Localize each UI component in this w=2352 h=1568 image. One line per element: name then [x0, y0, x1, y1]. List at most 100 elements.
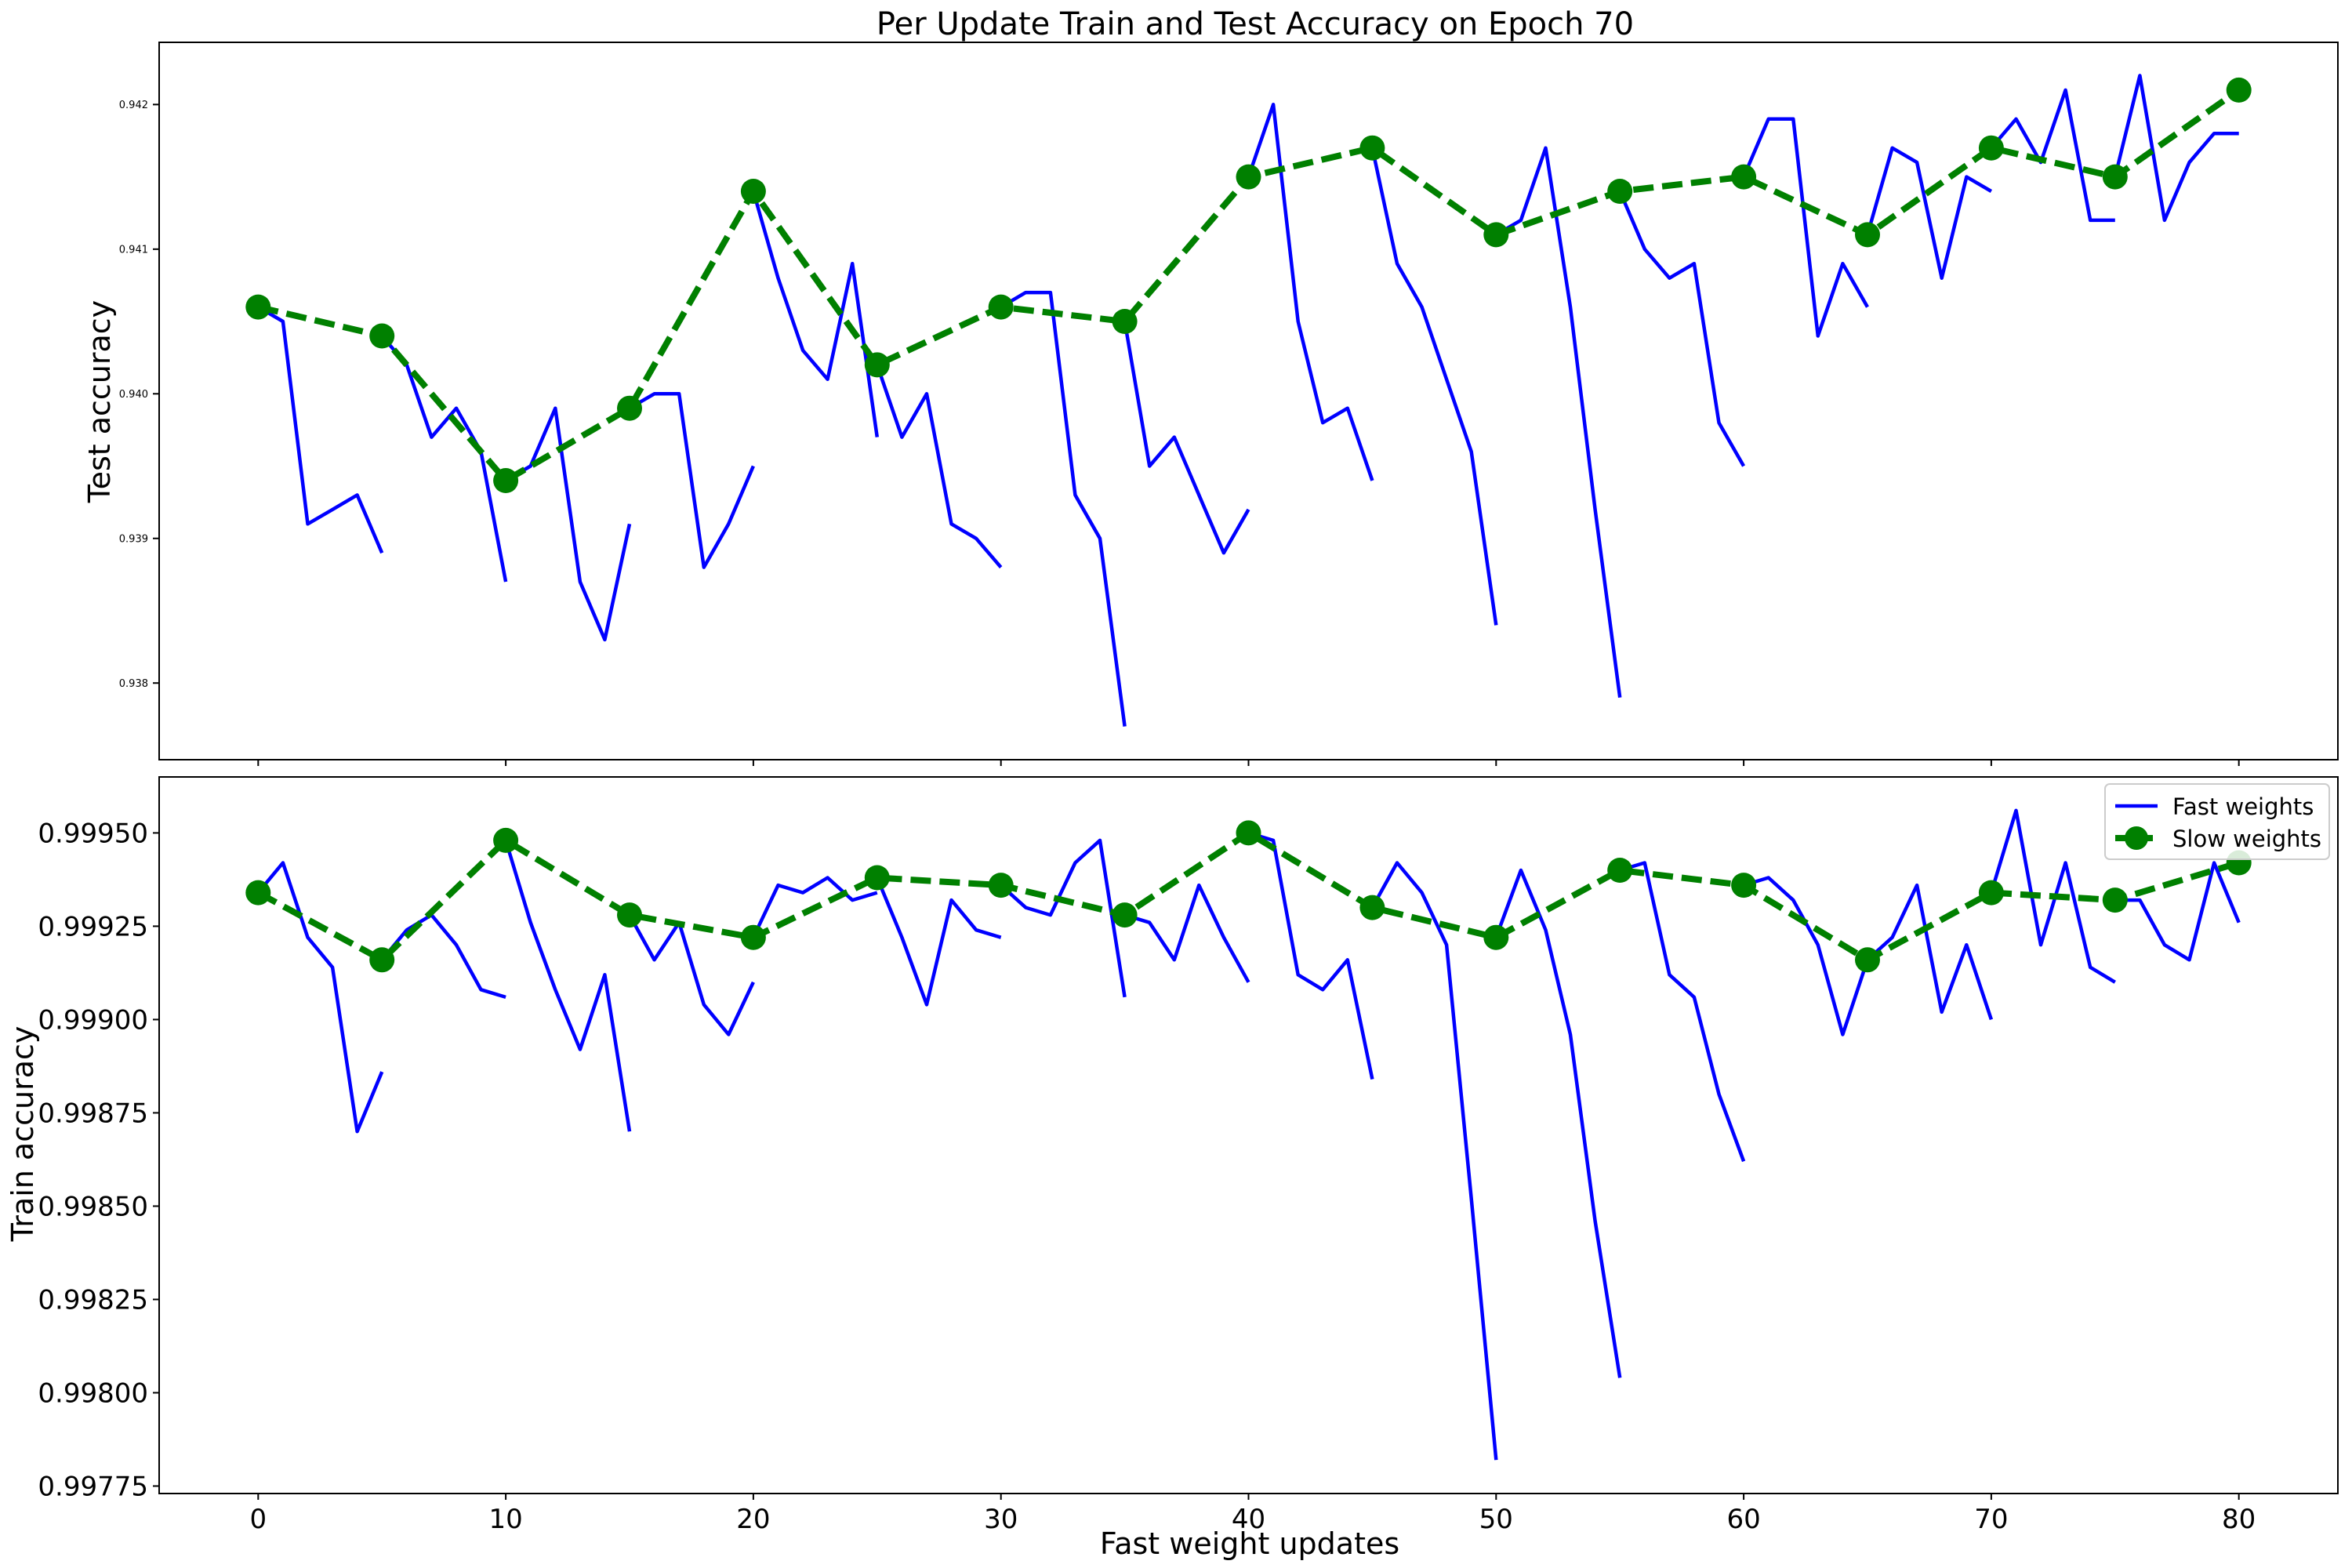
- slow-weights-point: [493, 827, 519, 853]
- train-y-tick-label: 0.99925: [38, 912, 148, 943]
- slow-weights-point: [1236, 820, 1261, 846]
- slow-weights-point: [1855, 222, 1880, 248]
- fast-weights-line-segment: [1742, 117, 1869, 338]
- chart-title: Per Update Train and Test Accuracy on Ep…: [877, 6, 1634, 42]
- slow-weights-point: [617, 395, 642, 421]
- slow-weights-point: [2226, 77, 2252, 103]
- slow-weights-point: [740, 924, 766, 950]
- fast-weights-line-segment: [875, 877, 1002, 1007]
- train-y-tick-label: 0.99800: [38, 1378, 148, 1410]
- fast-weights-line-segment: [2113, 74, 2239, 223]
- train-y-axis-label: Train accuracy: [5, 1026, 40, 1243]
- fast-weights-line-segment: [1123, 883, 1250, 983]
- train-y-tick-label: 0.99825: [38, 1285, 148, 1316]
- train-x-tick-label: 10: [488, 1504, 522, 1535]
- slow-weights-point: [864, 865, 890, 891]
- fast-weights-line-segment: [1370, 861, 1498, 1461]
- fast-weights-line-segment: [628, 392, 755, 569]
- slow-weights-point: [2102, 887, 2128, 913]
- slow-weights-point: [369, 947, 395, 973]
- fast-weights-line-segment: [504, 406, 632, 642]
- fast-weights-line-segment: [1990, 88, 2115, 223]
- fast-weights-line-segment: [1000, 838, 1127, 998]
- test-y-tick-label: 0.938: [119, 678, 148, 690]
- slow-weights-point: [1978, 880, 2004, 906]
- x-axis-label: Fast weight updates: [1100, 1526, 1399, 1561]
- slow-weights-point: [1731, 164, 1757, 190]
- legend-fast-weights-label: Fast weights: [2172, 793, 2314, 820]
- slow-weights-point: [1483, 222, 1509, 248]
- fast-weights-line-segment: [751, 191, 880, 437]
- train-y-tick-label: 0.99875: [38, 1098, 148, 1130]
- test-plot-area: [245, 74, 2252, 727]
- train-x-tick-label: 80: [2222, 1504, 2256, 1535]
- test-axes: 0.938 0.939 0.940 0.941 0.942: [119, 100, 2240, 766]
- slow-weights-point: [1112, 902, 1138, 928]
- slow-weights-point: [1359, 135, 1385, 161]
- fast-weights-line-segment: [751, 876, 878, 938]
- test-y-tick-label: 0.942: [119, 100, 148, 111]
- train-accuracy-panel: Train accuracy Fast weight updates 0.997…: [5, 776, 2339, 1561]
- fast-weights-line-segment: [1247, 103, 1374, 481]
- train-y-tick-label: 0.99850: [38, 1192, 148, 1223]
- train-x-tick-label: 20: [736, 1504, 770, 1535]
- fast-weights-line-segment: [2114, 861, 2241, 962]
- slow-weights-point: [1607, 858, 1633, 883]
- slow-weights-point: [1855, 947, 1880, 973]
- train-axes-frame: [158, 776, 2339, 1494]
- fast-weights-line-segment: [1247, 831, 1374, 1080]
- fast-weights-line-segment: [1866, 883, 1994, 1021]
- test-y-tick-label: 0.940: [119, 389, 148, 401]
- train-x-tick-label: 50: [1479, 1504, 1513, 1535]
- fast-weights-line-segment: [256, 861, 384, 1134]
- fast-weights-line-segment: [1370, 147, 1498, 626]
- slow-weights-point: [864, 352, 890, 378]
- train-x-tick-label: 0: [249, 1504, 267, 1535]
- slow-weights-point: [740, 179, 766, 204]
- fast-weights-line-segment: [1865, 146, 1993, 280]
- fast-weights-line-segment: [1989, 808, 2116, 984]
- train-axes: 0.99775 0.99800 0.99825 0.99850 0.99875 0.999…: [38, 818, 2256, 1535]
- test-axes-frame: [158, 42, 2339, 760]
- test-y-axis-label: Test accuracy: [82, 300, 117, 503]
- slow-weights-point: [245, 294, 271, 320]
- slow-weights-point: [988, 873, 1014, 898]
- slow-weights-point: [493, 468, 519, 493]
- test-accuracy-panel: Per Update Train and Test Accuracy on Ep…: [82, 6, 2339, 766]
- fast-weights-line-segment: [875, 364, 1003, 569]
- fast-weights-line-segment: [1000, 290, 1127, 727]
- slow-weights-point: [1236, 164, 1261, 190]
- slow-weights-point: [1607, 179, 1633, 204]
- train-x-tick-label: 70: [1974, 1504, 2008, 1535]
- slow-weights-point: [2102, 164, 2128, 190]
- fast-weights-line-segment: [257, 305, 384, 554]
- train-y-tick-label: 0.99900: [38, 1005, 148, 1036]
- fast-weights-line-segment: [380, 913, 506, 1000]
- legend-box: [2104, 783, 2330, 860]
- test-y-tick-label: 0.939: [119, 533, 148, 545]
- slow-weights-point: [1978, 135, 2004, 161]
- fast-weights-line-segment: [1619, 861, 1746, 1163]
- fast-weights-line-segment: [628, 914, 755, 1036]
- legend: Fast weights Slow weights: [2104, 783, 2330, 860]
- legend-slow-weights-marker: [2125, 826, 2148, 850]
- train-plot-area: [245, 808, 2252, 1461]
- train-x-tick-label: 30: [984, 1504, 1018, 1535]
- fast-weights-line-segment: [1618, 191, 1746, 467]
- test-y-tick-label: 0.941: [119, 244, 148, 256]
- train-x-tick-label: 40: [1232, 1504, 1265, 1535]
- legend-slow-weights-label: Slow weights: [2172, 826, 2321, 852]
- slow-weights-point: [369, 323, 395, 349]
- slow-weights-point: [1112, 309, 1138, 334]
- train-y-tick-label: 0.99775: [38, 1472, 148, 1503]
- fast-weights-line-segment: [1494, 868, 1622, 1378]
- slow-weights-point: [245, 880, 271, 906]
- slow-weights-point: [617, 902, 642, 928]
- fast-weights-line-segment: [1495, 146, 1622, 698]
- fast-weights-line-segment: [503, 840, 632, 1132]
- train-x-tick-label: 60: [1726, 1504, 1760, 1535]
- train-y-tick-label: 0.99950: [38, 818, 148, 850]
- fast-weights-line-segment: [1123, 321, 1250, 555]
